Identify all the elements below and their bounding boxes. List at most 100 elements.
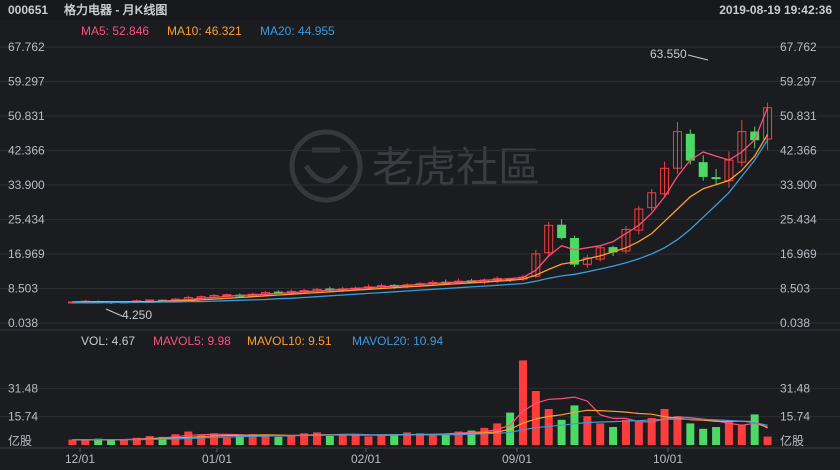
price-tick-label: 67.762: [780, 40, 817, 54]
high-annotation-leader: [687, 54, 709, 61]
x-tick-label: 02/01: [351, 452, 381, 466]
volume-bar: [544, 408, 553, 445]
candle-body: [698, 162, 708, 177]
candle-body: [544, 224, 554, 254]
volume-bar: [673, 416, 682, 445]
volume-bar: [287, 435, 296, 445]
ma20-line: [72, 139, 769, 304]
candle-body: [621, 228, 631, 252]
volume-tick-label: 15.74: [780, 410, 810, 424]
ma5-line: [72, 107, 769, 303]
volume-bar: [377, 435, 386, 445]
watermark-text: 老虎社區: [372, 143, 540, 192]
ma10-line: [72, 134, 769, 303]
volume-tick-label: 15.74: [8, 410, 38, 424]
volume-bar: [325, 435, 334, 445]
volume-grid-lines: [0, 387, 840, 418]
volume-bar: [145, 435, 154, 445]
volume-bar: [724, 421, 733, 445]
volume-bar: [338, 434, 347, 445]
chart-title: 格力电器 - 月K线图: [64, 2, 167, 17]
price-tick-label: 50.831: [780, 109, 817, 123]
candle-body: [672, 131, 682, 169]
volume-bar: [493, 423, 502, 445]
price-tick-label: 16.969: [8, 247, 45, 261]
volume-bar: [467, 430, 476, 445]
candle-body: [711, 177, 721, 180]
ma10-legend: MA10: 46.321: [167, 24, 242, 38]
volume-bar: [634, 421, 643, 445]
volume-bar: [132, 437, 141, 445]
volume-bar: [119, 439, 128, 445]
volume-bar: [737, 425, 746, 445]
mavol20-line: [72, 418, 768, 441]
candle-body: [737, 131, 747, 163]
volume-bar: [261, 435, 270, 445]
volume-bar: [171, 434, 180, 445]
price-tick-label: 42.366: [8, 143, 45, 157]
volume-bar: [570, 405, 579, 445]
candle-body: [595, 247, 605, 260]
candle-body: [660, 167, 670, 195]
volume-tick-label: 亿股: [780, 433, 804, 448]
x-tick-label: 10/01: [653, 452, 683, 466]
volume-bar: [390, 434, 399, 445]
candle-body: [145, 299, 155, 302]
x-axis: 12/01 01/01 02/01 09/01 10/01: [65, 448, 683, 466]
candle-body: [569, 237, 579, 265]
volume-bar: [763, 436, 772, 445]
candle-body: [557, 224, 567, 239]
price-tick-label: 8.503: [780, 282, 810, 296]
x-tick-label: 01/01: [202, 452, 232, 466]
header-bar: [0, 0, 840, 20]
price-tick-label: 59.297: [8, 74, 45, 88]
volume-bar: [441, 434, 450, 445]
moving-average-lines: [72, 107, 769, 304]
volume-axis-right: 31.48 15.74 亿股: [780, 381, 810, 448]
price-tick-label: 16.969: [780, 247, 817, 261]
volume-bar: [107, 439, 116, 445]
volume-bar: [750, 414, 759, 445]
volume-bar: [81, 440, 90, 445]
volume-bar: [313, 432, 322, 445]
volume-bar: [454, 431, 463, 445]
volume-average-lines: [72, 396, 768, 441]
volume-bars: [68, 360, 772, 445]
volume-bar: [274, 436, 283, 445]
volume-bar: [647, 417, 656, 445]
volume-bar: [621, 419, 630, 445]
price-tick-label: 50.831: [8, 109, 45, 123]
price-tick-label: 25.434: [8, 213, 45, 227]
volume-bar: [686, 423, 695, 445]
candle-body: [634, 208, 644, 231]
low-annotation: 4.250: [122, 308, 152, 322]
volume-bar: [557, 419, 566, 445]
volume-axis-left: 31.48 15.74 亿股: [8, 381, 38, 448]
ma5-legend: MA5: 52.846: [81, 24, 149, 38]
volume-bar: [197, 435, 206, 445]
volume-bar: [416, 433, 424, 445]
volume-bar: [660, 408, 669, 445]
stock-code: 000651: [8, 3, 48, 17]
volume-tick-label: 亿股: [8, 433, 32, 448]
volume-bar: [248, 434, 257, 445]
candle-body: [685, 133, 695, 161]
price-tick-label: 33.900: [8, 178, 45, 192]
volume-tick-label: 31.48: [8, 381, 38, 395]
ma20-legend: MA20: 44.955: [260, 24, 335, 38]
low-annotation-leader: [105, 308, 123, 317]
price-axis-left: 67.762 59.297 50.831 42.366 33.900 25.434 16.9…: [8, 40, 45, 330]
volume-bar: [428, 435, 437, 445]
volume-bar: [351, 435, 360, 445]
volume-bar: [222, 437, 231, 445]
volume-bar: [68, 439, 77, 445]
volume-tick-label: 31.48: [780, 381, 810, 395]
mavol10-legend: MAVOL10: 9.51: [247, 334, 332, 348]
candle-body: [582, 257, 592, 265]
price-tick-label: 42.366: [780, 143, 817, 157]
volume-bar: [712, 426, 721, 445]
x-tick-label: 09/01: [502, 452, 532, 466]
volume-bar: [583, 416, 592, 445]
